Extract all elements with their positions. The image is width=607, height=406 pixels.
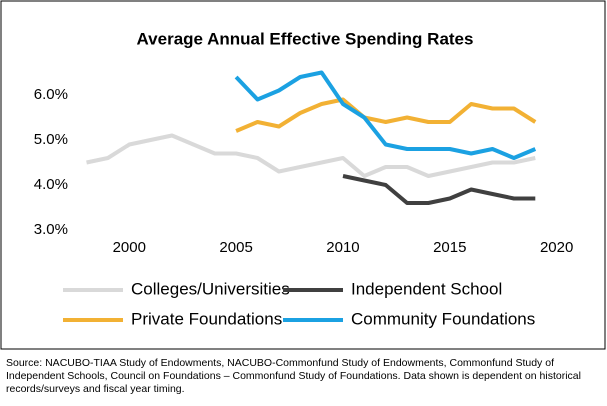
series-line <box>342 174 536 205</box>
y-tick-label: 3.0% <box>34 221 68 238</box>
y-tick-label: 4.0% <box>34 176 68 193</box>
legend-label: Private Foundations <box>131 309 282 328</box>
chart: Average Annual Effective Spending Rates … <box>0 0 606 350</box>
x-tick-label: 2015 <box>433 239 466 256</box>
source-note: Source: NACUBO-TIAA Study of Endowments,… <box>6 357 581 395</box>
legend-label: Community Foundations <box>351 309 535 328</box>
x-tick-label: 2000 <box>113 239 146 256</box>
y-tick-label: 5.0% <box>34 131 68 148</box>
series-line <box>235 97 537 133</box>
x-tick-label: 2005 <box>219 239 252 256</box>
series-line <box>86 133 536 178</box>
legend-label: Colleges/Universities <box>131 279 290 298</box>
chart-border <box>0 0 606 350</box>
x-tick-label: 2020 <box>540 239 573 256</box>
chart-title: Average Annual Effective Spending Rates <box>137 29 474 48</box>
series-line <box>234 70 537 160</box>
x-tick-label: 2010 <box>326 239 359 256</box>
legend-label: Independent School <box>351 279 502 298</box>
y-tick-label: 6.0% <box>34 86 68 103</box>
